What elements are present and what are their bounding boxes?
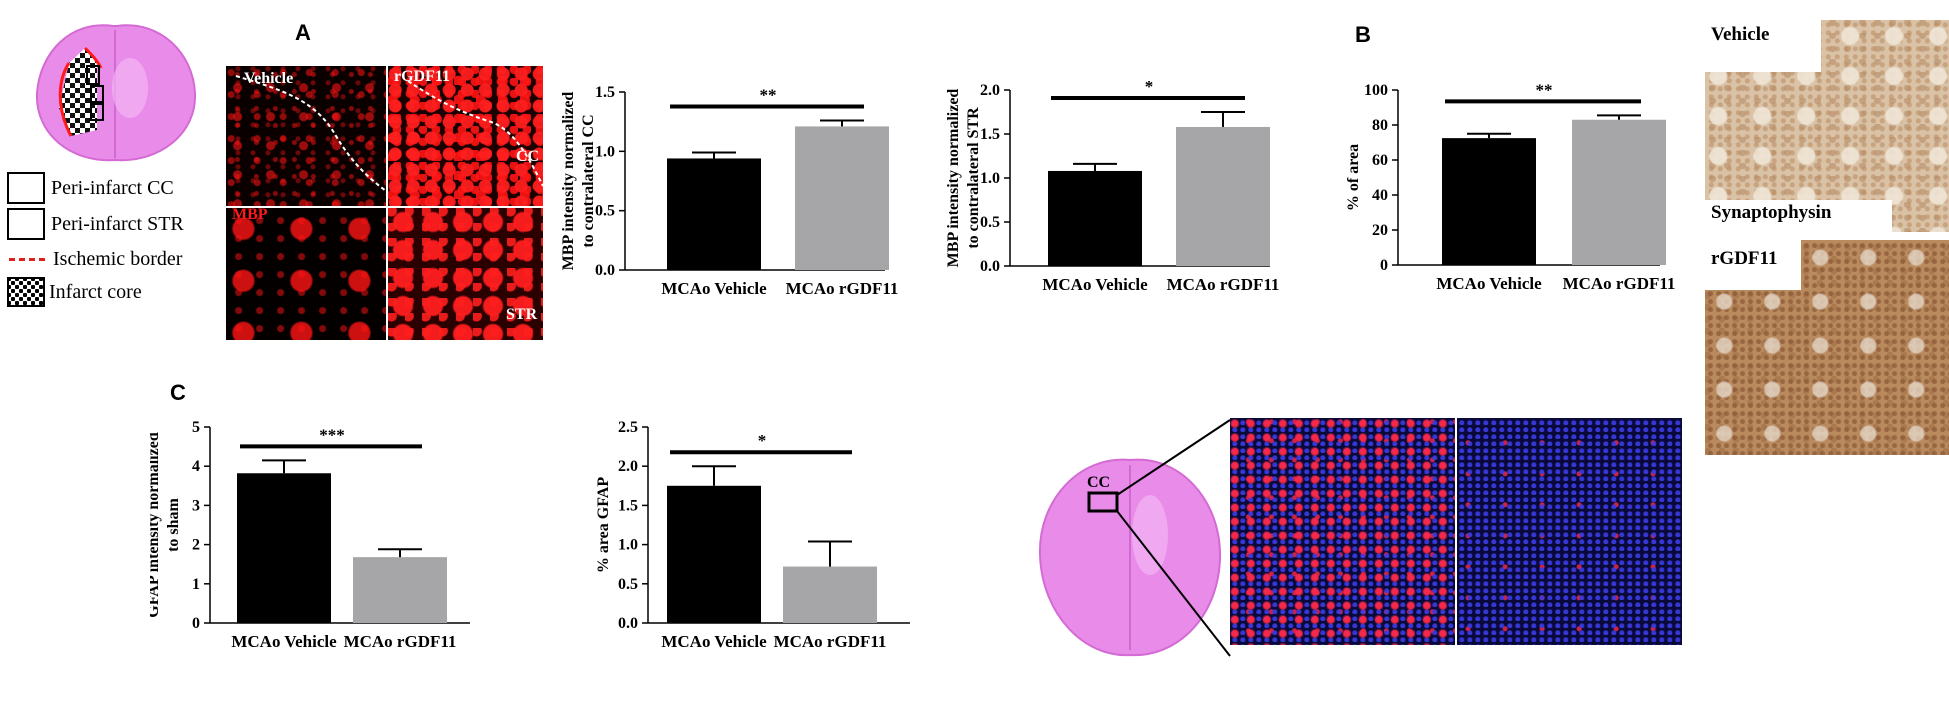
y-tick-label: 2.0 — [618, 458, 638, 475]
y-tick-label: 1.0 — [595, 143, 615, 160]
bar — [1572, 119, 1666, 265]
label-ihc-rgdf11: rGDF11 — [1705, 240, 1801, 290]
y-tick-label: 60 — [1372, 152, 1388, 169]
micrograph-gfap-rgdf11 — [1457, 418, 1682, 645]
significance-label: * — [1145, 78, 1154, 96]
label-ihc-vehicle: Vehicle — [1705, 20, 1821, 72]
y-tick-label: 2 — [192, 537, 200, 554]
significance-label: ** — [1536, 80, 1553, 99]
y-tick-label: 0.0 — [980, 258, 1000, 275]
bar — [1048, 170, 1142, 266]
y-tick-label: 1.0 — [980, 170, 1000, 187]
y-tick-label: 20 — [1372, 222, 1388, 239]
y-tick-label: 2.5 — [618, 419, 638, 436]
label-mbp: MBP — [232, 208, 268, 223]
y-tick-label: 40 — [1372, 187, 1388, 204]
dashed-line-icon — [9, 258, 45, 261]
bar — [783, 566, 877, 623]
y-axis-label: to contralateral STR — [965, 107, 982, 249]
x-tick-label: MCAo rGDF11 — [1167, 275, 1280, 294]
brain-schematic — [35, 24, 197, 162]
y-tick-label: 1.5 — [595, 84, 615, 101]
y-tick-label: 0.0 — [595, 262, 615, 279]
bar — [1442, 138, 1536, 265]
y-tick-label: 0.5 — [595, 203, 615, 220]
significance-label: * — [758, 431, 767, 450]
legend-ischemic-border: Ischemic border — [9, 248, 182, 271]
bar — [667, 158, 761, 270]
label-str: STR — [506, 306, 538, 323]
micrograph-mbp-vehicle-str: MBP — [226, 208, 386, 340]
bar — [795, 126, 889, 270]
y-tick-label: 1.5 — [980, 126, 1000, 143]
y-axis-label: MBP intensity normalized — [945, 89, 962, 268]
y-tick-label: 5 — [192, 419, 200, 436]
y-tick-label: 0.5 — [980, 214, 1000, 231]
chart-mbp-cc: 0.0 0.5 1.0 1.5 MBP intensity normalized to c… — [560, 84, 899, 298]
y-axis-label: to sham — [165, 497, 182, 551]
bar — [237, 473, 331, 623]
open-box-icon — [7, 208, 45, 240]
checker-box-icon — [7, 277, 45, 307]
label-cc: CC — [516, 148, 540, 165]
x-tick-label: MCAo Vehicle — [1436, 274, 1542, 293]
y-tick-label: 1 — [192, 576, 200, 593]
micrograph-gfap-vehicle — [1230, 418, 1455, 645]
x-tick-label: MCAo rGDF11 — [1563, 274, 1676, 293]
x-tick-label: MCAo rGDF11 — [786, 279, 899, 298]
brain-section-c: CC — [1038, 458, 1222, 657]
micrograph-mbp-rgdf11-str: STR — [388, 208, 543, 340]
panel-letter-b: B — [1355, 22, 1371, 47]
y-axis-label: % area GFAP — [595, 477, 612, 574]
label-synaptophysin: Synaptophysin — [1705, 200, 1892, 236]
y-tick-label: 0.5 — [618, 576, 638, 593]
y-tick-label: 1.5 — [618, 497, 638, 514]
chart-gfap-area: 0.0 0.5 1.0 1.5 2.0 2.5 % area GFAP MCAo Vehicl… — [595, 419, 910, 651]
x-tick-label: MCAo Vehicle — [661, 279, 767, 298]
y-tick-label: 0.0 — [618, 615, 638, 632]
legend-infarct-core: Infarct core — [7, 277, 142, 307]
y-axis-label: to contralateral CC — [580, 114, 597, 247]
panel-letter-c: C — [170, 380, 186, 405]
significance-label: *** — [319, 425, 345, 444]
x-tick-label: MCAo Vehicle — [661, 632, 767, 651]
bar — [1176, 126, 1270, 267]
peri-infarct-str-box — [90, 103, 104, 121]
zoom-lines — [1116, 419, 1231, 657]
y-tick-label: 100 — [1364, 82, 1388, 99]
bar — [667, 485, 761, 623]
legend-peri-str: Peri-infarct STR — [7, 208, 184, 240]
panel-letter-a: A — [295, 20, 311, 45]
open-box-icon — [7, 172, 45, 204]
y-axis-label: GFAP intensity normalized — [150, 432, 162, 618]
label-rgdf11: rGDF11 — [394, 68, 450, 85]
legend-peri-cc: Peri-infarct CC — [7, 172, 174, 204]
y-tick-label: 2.0 — [980, 82, 1000, 99]
x-tick-label: MCAo Vehicle — [231, 632, 337, 651]
y-axis-label: % of area — [1345, 144, 1362, 211]
micrograph-mbp-rgdf11-cc: rGDF11 CC — [388, 66, 543, 206]
significance-label: ** — [760, 85, 777, 104]
bar — [353, 557, 447, 623]
y-tick-label: 0 — [192, 615, 200, 632]
y-tick-label: 0 — [1380, 257, 1388, 274]
y-tick-label: 4 — [192, 458, 200, 475]
cc-region-box — [1087, 491, 1119, 513]
label-cc-c: CC — [1087, 474, 1110, 491]
micrograph-mbp-vehicle-cc: Vehicle — [226, 66, 386, 206]
peri-infarct-cc-box — [86, 65, 100, 85]
chart-synaptophysin-area: 0 20 40 60 80 100 % of area MCAo Vehicle MCAo rG… — [1345, 80, 1676, 293]
ischemic-border-line — [58, 62, 73, 137]
y-tick-label: 1.0 — [618, 537, 638, 554]
x-tick-label: MCAo rGDF11 — [344, 632, 457, 651]
y-axis-label: MBP intensity normalized — [560, 92, 577, 271]
x-tick-label: MCAo rGDF11 — [774, 632, 887, 651]
label-vehicle: Vehicle — [244, 70, 294, 87]
y-tick-label: 80 — [1372, 117, 1388, 134]
x-tick-label: MCAo Vehicle — [1042, 275, 1148, 294]
chart-mbp-str: 0.0 0.5 1.0 1.5 2.0 MBP intensity normalized t… — [945, 78, 1280, 294]
y-tick-label: 3 — [192, 497, 200, 514]
